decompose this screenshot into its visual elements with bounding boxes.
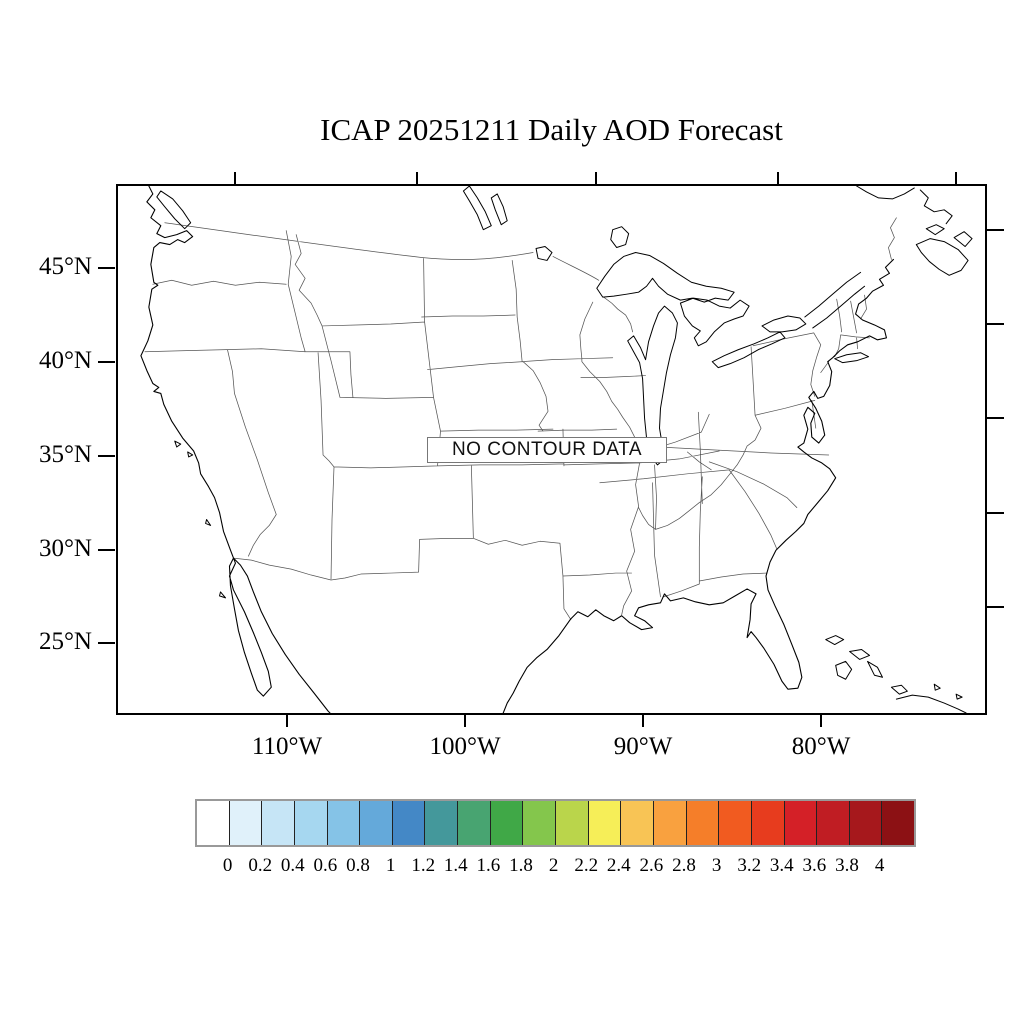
coastline-path: [140, 186, 894, 713]
colorbar-cell: [556, 801, 589, 845]
colorbar-tick-label: 3.4: [769, 855, 794, 876]
y-axis-label: 40°N: [38, 347, 92, 374]
y-axis-tick-right: [987, 512, 1004, 514]
x-axis-label: 90°W: [613, 733, 673, 760]
colorbar-cell: [784, 801, 818, 845]
colorbar-tick-label: 2: [548, 855, 559, 876]
colorbar-tick-label: 3: [711, 855, 722, 876]
x-axis-label: 100°W: [429, 733, 501, 760]
x-axis-tick: [820, 715, 822, 727]
x-axis-tick-top: [595, 172, 597, 184]
colorbar-cell: [523, 801, 557, 845]
y-axis-label: 30°N: [38, 535, 92, 562]
colorbar-cell: [817, 801, 850, 845]
colorbar-tick-label: 1.4: [443, 855, 468, 876]
colorbar-tick-label: 2.2: [574, 855, 599, 876]
islands-canada-path: [156, 186, 973, 713]
x-axis-tick-top: [234, 172, 236, 184]
colorbar-cell: [751, 801, 785, 845]
colorbar-cell: [262, 801, 295, 845]
colorbar-tick-label: 4: [874, 855, 885, 876]
colorbar-cell: [360, 801, 393, 845]
x-axis-label: 110°W: [251, 733, 323, 760]
x-axis-tick-top: [777, 172, 779, 184]
colorbar-tick-label: 3.8: [835, 855, 859, 876]
colorbar-cell: [294, 801, 328, 845]
great-lakes-path: [596, 251, 807, 466]
colorbar-tick-label: 1.6: [476, 855, 501, 876]
y-axis-tick: [98, 549, 115, 551]
colorbar-tick-label: 3.6: [802, 855, 827, 876]
colorbar-tick-label: 0.8: [346, 855, 370, 876]
y-axis-label: 45°N: [38, 253, 92, 280]
y-axis-tick: [98, 267, 115, 269]
colorbar-cell: [458, 801, 491, 845]
colorbar-cell: [425, 801, 459, 845]
colorbar-tick-label: 1.2: [411, 855, 436, 876]
colorbar-tick-label: 3.2: [737, 855, 762, 876]
colorbar-cell: [588, 801, 622, 845]
colorbar-cell: [653, 801, 687, 845]
x-axis-tick: [464, 715, 466, 727]
colorbar-cell: [849, 801, 883, 845]
x-axis-label: 80°W: [791, 733, 851, 760]
colorbar-cell: [229, 801, 263, 845]
colorbar-cell: [719, 801, 752, 845]
colorbar-cell: [686, 801, 720, 845]
y-axis-tick: [98, 455, 115, 457]
x-axis-tick-top: [955, 172, 957, 184]
colorbar-cell: [882, 801, 915, 845]
plot-title: ICAP 20251211 Daily AOD Forecast: [320, 112, 783, 147]
colorbar-cell: [392, 801, 426, 845]
y-axis-tick: [98, 361, 115, 363]
colorbar-tick-label: 2.8: [672, 855, 696, 876]
colorbar-tick-label: 2.4: [606, 855, 631, 876]
y-axis-tick: [98, 642, 115, 644]
colorbar-cell: [621, 801, 654, 845]
y-axis-label: 35°N: [38, 441, 92, 468]
x-axis-tick: [642, 715, 644, 727]
colorbar-tick-label: 2.6: [639, 855, 664, 876]
colorbar-tick-label: 0.4: [280, 855, 305, 876]
colorbar-tick-label: 0: [222, 855, 233, 876]
colorbar-tick-label: 1: [385, 855, 396, 876]
y-axis-label: 25°N: [38, 628, 92, 655]
no-contour-data-label: NO CONTOUR DATA: [427, 437, 667, 463]
colorbar-tick-label: 0.2: [248, 855, 273, 876]
colorbar-tick-label: 0.6: [313, 855, 338, 876]
y-axis-tick-right: [987, 229, 1004, 231]
y-axis-tick-right: [987, 606, 1004, 608]
x-axis-tick-top: [416, 172, 418, 184]
colorbar-cell: [197, 801, 230, 845]
colorbar-cell: [490, 801, 524, 845]
x-axis-tick: [286, 715, 288, 727]
y-axis-tick-right: [987, 417, 1004, 419]
colorbar-tick-label: 1.8: [509, 855, 533, 876]
state-borders-path: [144, 217, 897, 621]
aod-colorbar: [195, 799, 916, 847]
colorbar-cell: [327, 801, 361, 845]
y-axis-tick-right: [987, 323, 1004, 325]
